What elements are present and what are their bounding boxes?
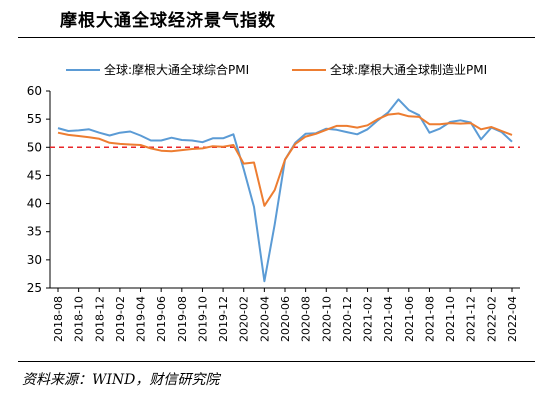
- x-tick-label: 2018-12: [93, 296, 106, 342]
- x-tick-label: 2021-06: [403, 296, 416, 342]
- x-tick-label: 2020-12: [341, 296, 354, 342]
- y-tick-label: 40: [27, 197, 42, 211]
- legend-label: 全球:摩根大通全球制造业PMI: [330, 62, 487, 77]
- y-tick-label: 55: [27, 112, 42, 126]
- chart-legend: 全球:摩根大通全球综合PMI 全球:摩根大通全球制造业PMI: [66, 62, 487, 77]
- x-tick-label: 2019-02: [114, 296, 127, 342]
- x-tick-label: 2021-10: [444, 296, 457, 342]
- x-tick-label: 2018-08: [52, 296, 65, 342]
- chart-axes: 25 30 35 40 45 50 55 60 2018-08 2018-10 2018-12 201…: [27, 84, 520, 342]
- x-tick-label: 2020-08: [300, 296, 313, 342]
- x-tick-label: 2019-06: [155, 296, 168, 342]
- y-tick-label: 50: [27, 140, 42, 154]
- x-tick-label: 2021-02: [362, 296, 375, 342]
- x-tick-label: 2020-04: [258, 296, 271, 342]
- x-tick-label: 2021-04: [382, 296, 395, 342]
- chart-title: 摩根大通全球经济景气指数: [60, 11, 276, 31]
- x-tick-label: 2019-04: [135, 296, 148, 342]
- series-line-composite-pmi: [57, 98, 513, 283]
- title-rule: [18, 37, 535, 38]
- x-tick-label: 2022-04: [506, 296, 519, 342]
- y-tick-label: 25: [27, 281, 42, 295]
- x-tick-label: 2019-08: [176, 296, 189, 342]
- source-rule: [18, 361, 535, 362]
- y-tick-label: 45: [27, 168, 42, 182]
- source-note: 资料来源：WIND，财信研究院: [22, 372, 220, 388]
- x-tick-label: 2018-10: [73, 296, 86, 342]
- y-tick-label: 60: [27, 84, 42, 98]
- x-tick-label: 2021-12: [465, 296, 478, 342]
- x-tick-label: 2021-08: [423, 296, 436, 342]
- x-tick-label: 2020-10: [320, 296, 333, 342]
- legend-label: 全球:摩根大通全球综合PMI: [104, 62, 249, 77]
- x-tick-label: 2022-02: [485, 296, 498, 342]
- y-tick-label: 35: [27, 225, 42, 239]
- x-tick-label: 2019-12: [217, 296, 230, 342]
- y-tick-label: 30: [27, 253, 42, 267]
- series-line-manufacturing-pmi: [57, 112, 513, 207]
- x-tick-label: 2019-10: [196, 296, 209, 342]
- x-tick-label: 2020-02: [238, 296, 251, 342]
- x-tick-label: 2020-06: [279, 296, 292, 342]
- series-lines: [57, 98, 513, 283]
